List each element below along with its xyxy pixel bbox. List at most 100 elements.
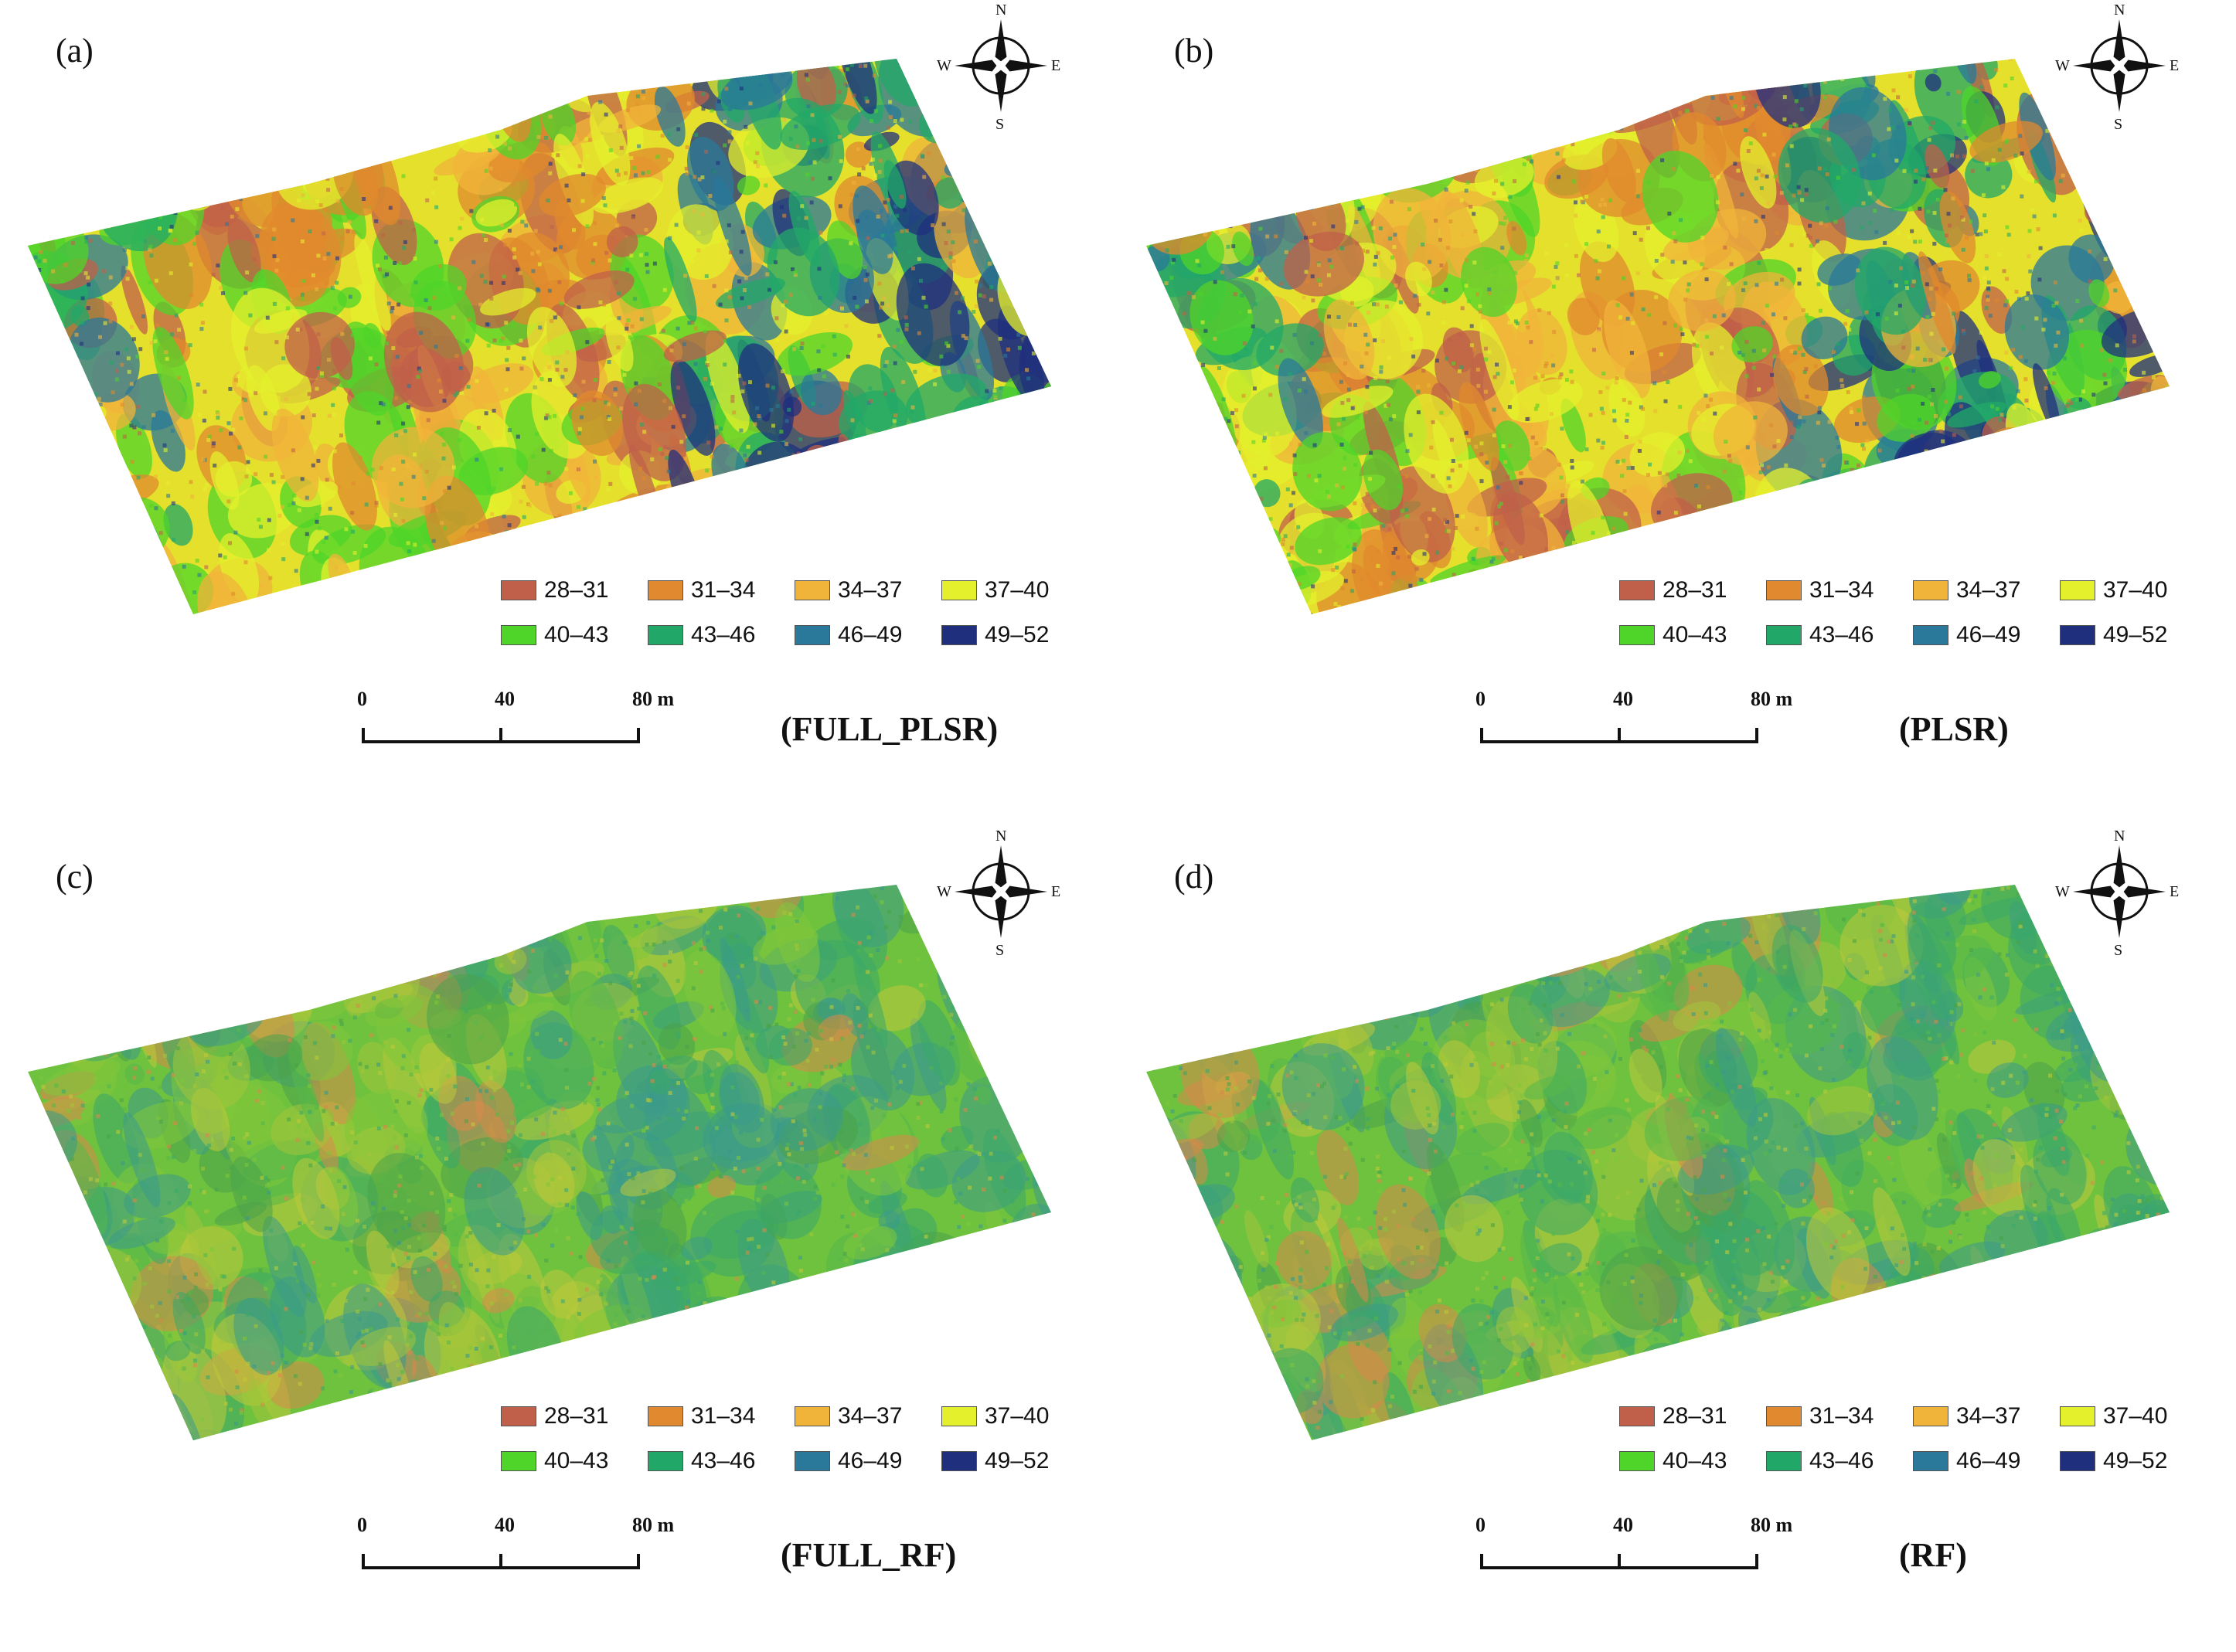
legend-label: 40–43 <box>544 1448 609 1474</box>
legend-label: 28–31 <box>1663 1403 1727 1429</box>
panel-label: (b) <box>1174 32 1214 70</box>
legend-label: 49–52 <box>985 622 1050 648</box>
scale-tick-label: 40 <box>495 1514 515 1536</box>
legend-label: 37–40 <box>2103 1403 2168 1429</box>
legend-label: 37–40 <box>2103 577 2168 603</box>
legend-swatch <box>648 1451 683 1471</box>
compass-w-label: W <box>2055 57 2070 74</box>
legend-swatch <box>941 580 977 600</box>
compass-e-label: E <box>1051 883 1061 900</box>
legend-label: 34–37 <box>838 1403 903 1429</box>
compass-w-label: W <box>2055 883 2070 900</box>
compass-e-label: E <box>2170 57 2180 74</box>
legend-item: 28–31 <box>501 572 608 609</box>
legend-swatch <box>1766 1451 1802 1471</box>
legend-item: 49–52 <box>2060 1443 2167 1480</box>
model-title: (RF) <box>1899 1536 1967 1574</box>
legend: 28–31 31–34 34–37 37–40 40–43 43–46 46–49 49–52 <box>1619 572 2207 680</box>
legend-label: 43–46 <box>1809 622 1874 648</box>
legend-label: 49–52 <box>985 1448 1050 1474</box>
legend-swatch <box>941 1451 977 1471</box>
compass-n-label: N <box>995 2 1007 19</box>
legend-swatch <box>1619 625 1655 645</box>
legend-swatch <box>795 625 830 645</box>
legend-swatch <box>1619 1406 1655 1426</box>
legend-item: 37–40 <box>941 572 1049 609</box>
scale-tick-label: 80 m <box>1751 1514 1793 1536</box>
compass-s-label: S <box>2114 942 2123 959</box>
scale-tick-label: 80 m <box>1751 688 1793 710</box>
scale-tick-label: 40 <box>1613 688 1633 710</box>
legend-item: 31–34 <box>1766 1398 1874 1435</box>
scale-tick-label: 80 m <box>632 688 675 710</box>
prediction-map <box>1146 59 2170 614</box>
legend-swatch <box>1913 625 1948 645</box>
legend-label: 31–34 <box>1809 577 1874 603</box>
legend-item: 34–37 <box>795 572 902 609</box>
compass-n-label: N <box>2114 828 2125 845</box>
legend-item: 28–31 <box>1619 572 1727 609</box>
legend-swatch <box>2060 625 2095 645</box>
legend-swatch <box>501 1451 536 1471</box>
prediction-map <box>28 885 1051 1440</box>
legend-swatch <box>501 1406 536 1426</box>
panel-b: (b) N S E W 28–31 31–34 34–37 37–40 40–43 43–46 46–… <box>1118 0 2236 826</box>
compass-rose-icon: N S E W <box>2055 828 2179 959</box>
model-title: (FULL_PLSR) <box>781 710 999 748</box>
legend-label: 40–43 <box>1663 1448 1727 1474</box>
legend-label: 46–49 <box>1956 1448 2021 1474</box>
panel-label: (c) <box>56 858 94 896</box>
scale-tick-label: 0 <box>357 688 367 710</box>
panel-label: (a) <box>56 32 94 70</box>
legend-swatch <box>1913 1406 1948 1426</box>
legend-item: 37–40 <box>941 1398 1049 1435</box>
legend-item: 46–49 <box>1913 1443 2020 1480</box>
legend-swatch <box>2060 1406 2095 1426</box>
scale-tick <box>637 728 640 743</box>
scale-tick-label: 40 <box>1613 1514 1633 1536</box>
compass-rose-icon: N S E W <box>937 828 1061 959</box>
scale-tick-label: 80 m <box>632 1514 675 1536</box>
legend-swatch <box>1913 580 1948 600</box>
legend-label: 46–49 <box>838 622 903 648</box>
legend-swatch <box>501 580 536 600</box>
compass-s-label: S <box>2114 116 2123 133</box>
panel-c: (c) N S E W 28–31 31–34 34–37 37–40 40–43 43–46 46–… <box>0 826 1118 1652</box>
legend-swatch <box>648 625 683 645</box>
legend-item: 49–52 <box>941 617 1049 654</box>
legend-swatch <box>2060 580 2095 600</box>
scale-tick <box>1618 728 1621 743</box>
legend-swatch <box>795 1451 830 1471</box>
legend-item: 40–43 <box>1619 617 1727 654</box>
prediction-map <box>28 59 1051 614</box>
legend-item: 43–46 <box>648 1443 755 1480</box>
legend-swatch <box>941 1406 977 1426</box>
legend-label: 31–34 <box>691 577 756 603</box>
scale-tick <box>637 1554 640 1569</box>
scale-tick <box>1755 1554 1758 1569</box>
scale-tick-label: 40 <box>495 688 515 710</box>
scale-tick <box>1480 728 1483 743</box>
legend-label: 34–37 <box>1956 577 2021 603</box>
legend-label: 28–31 <box>544 1403 609 1429</box>
legend-item: 40–43 <box>501 617 608 654</box>
legend-swatch <box>1913 1451 1948 1471</box>
legend-label: 40–43 <box>1663 622 1727 648</box>
legend-swatch <box>1766 625 1802 645</box>
legend-label: 43–46 <box>691 1448 756 1474</box>
legend-swatch <box>1619 580 1655 600</box>
compass-s-label: S <box>995 116 1005 133</box>
legend-label: 43–46 <box>1809 1448 1874 1474</box>
model-title: (PLSR) <box>1899 710 2009 748</box>
legend-item: 37–40 <box>2060 1398 2167 1435</box>
legend-swatch <box>648 580 683 600</box>
scale-tick <box>1618 1554 1621 1569</box>
scale-tick <box>362 1554 365 1569</box>
legend-item: 43–46 <box>648 617 755 654</box>
legend-label: 31–34 <box>691 1403 756 1429</box>
scale-line <box>1480 740 1755 743</box>
compass-w-label: W <box>937 57 951 74</box>
scale-line <box>362 740 637 743</box>
legend-item: 46–49 <box>1913 617 2020 654</box>
scale-tick-label: 0 <box>1475 1514 1486 1536</box>
